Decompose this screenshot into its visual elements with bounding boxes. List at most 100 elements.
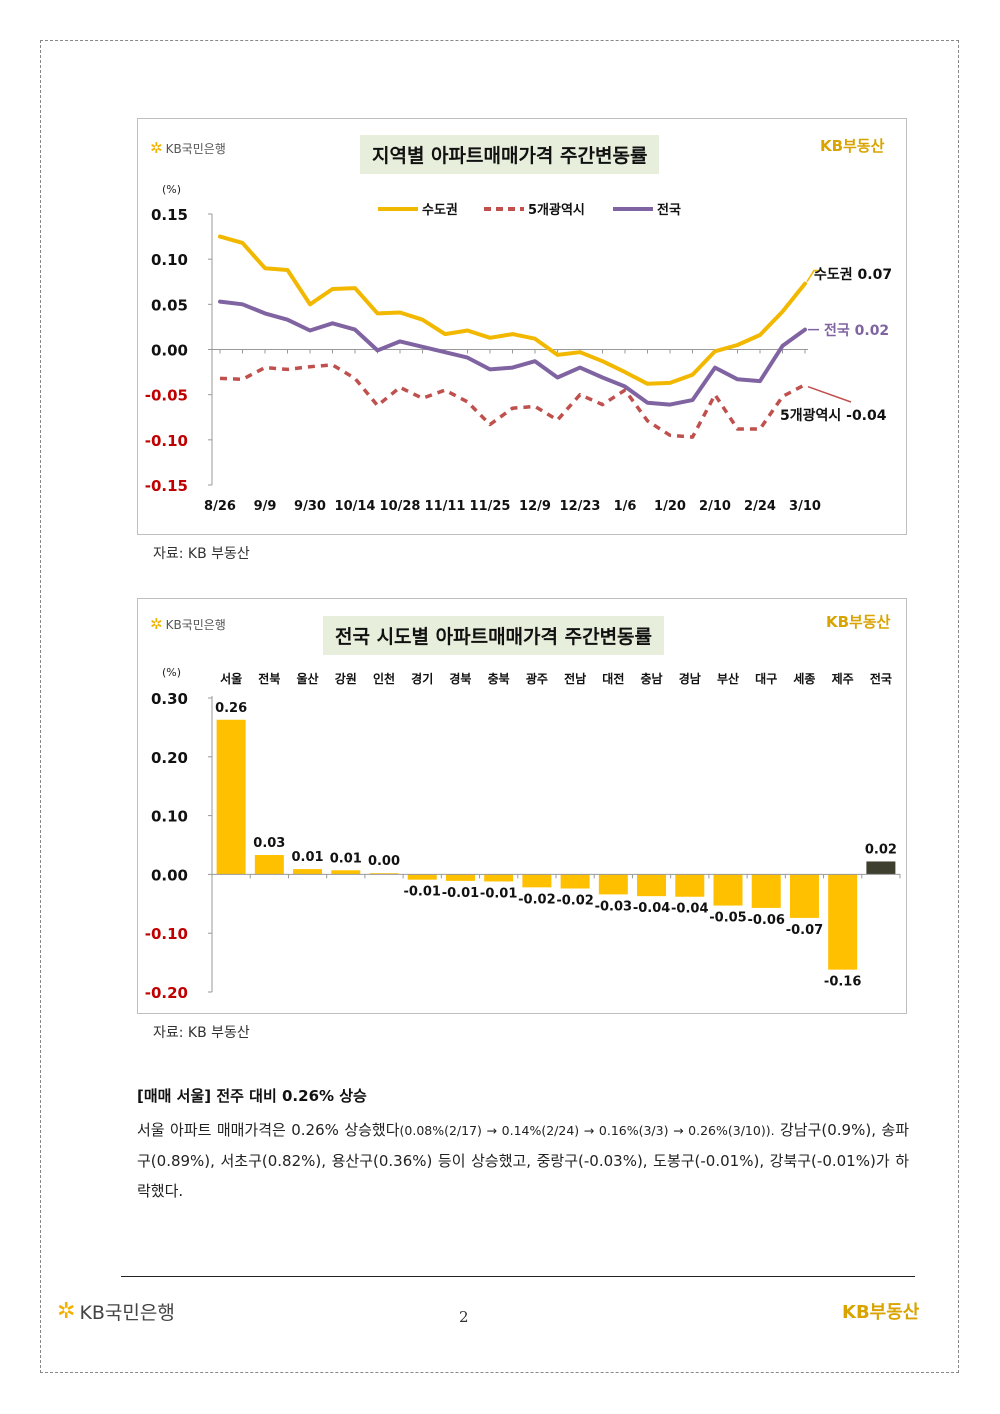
value-label: -0.02 [556,894,593,909]
x-tick-label: 12/9 [519,499,551,514]
bar-전남 [560,874,590,889]
value-label: -0.16 [824,975,861,990]
bar-대전 [598,874,628,895]
value-label: 0.26 [215,701,247,716]
category-label: 부산 [717,671,739,686]
end-label-metro5: 5개광역시 -0.04 [780,407,887,424]
bar-경북 [445,874,475,881]
y-tick-label: 0.00 [151,866,188,884]
y-tick-label: 0.00 [151,342,188,360]
value-label: 0.01 [330,851,362,866]
chart-title: 지역별 아파트매매가격 주간변동률 [360,135,660,174]
x-tick-label: 10/28 [380,499,421,514]
x-tick-label: 10/14 [335,499,376,514]
line-chart-canvas: (%) 0.15 0.10 0.05 0.00 -0.05 -0.10 -0.15 8/26 9/… [145,183,892,514]
kb-star-icon: ✲ [150,615,163,633]
kb-star-icon: ✲ [57,1299,76,1324]
value-label: -0.02 [518,892,555,907]
section-body: 서울 아파트 매매가격은 0.26% 상승했다(0.08%(2/17) → 0.… [137,1115,909,1206]
category-label: 세종 [793,671,815,686]
x-tick-label: 1/20 [654,499,686,514]
x-tick-label: 11/11 [425,499,466,514]
y-tick-label: 0.05 [151,296,188,314]
end-label-national: 전국 0.02 [824,322,889,339]
category-label: 전국 [870,671,892,686]
category-label: 대전 [602,671,624,686]
x-tick-label: 9/30 [294,499,326,514]
category-label: 경기 [411,671,433,686]
x-tick-label: 9/9 [254,499,277,514]
bar-경남 [675,874,705,897]
bar-충남 [637,874,667,897]
category-label: 충남 [641,671,663,686]
page-number: 2 [459,1308,469,1326]
series-line-metro5 [219,363,806,439]
bar-부산 [713,874,743,906]
bar-경기 [407,874,437,880]
y-tick-label: -0.15 [145,477,188,495]
bar-제주 [828,874,858,970]
bar-chart-canvas: (%) 0.30 0.20 0.10 0.00 -0.10 -0.20 서울 0.26 전북 0.0… [145,666,901,1002]
chart2-source: 자료: KB 부동산 [153,1025,250,1041]
value-label: 0.02 [865,842,897,857]
category-label: 인천 [373,671,395,686]
category-label: 경남 [679,671,701,686]
body-text-main: 서울 아파트 매매가격은 0.26% 상승했다 [137,1121,400,1139]
chart-title: 전국 시도별 아파트매매가격 주간변동률 [323,616,665,655]
bar-전국 [866,861,896,875]
bar-대구 [751,874,781,908]
y-tick-label: -0.05 [145,387,188,405]
section-heading: [매매 서울] 전주 대비 0.26% 상승 [137,1087,367,1105]
category-label: 충북 [488,671,510,686]
y-axis-unit: (%) [162,666,181,679]
chart1-source: 자료: KB 부동산 [153,546,250,562]
bar-서울 [216,719,246,875]
category-label: 전북 [258,671,280,686]
body-text-districts: 강남구(0.9%), 송파구(0.89%), 서초구(0.82%), 용산구(0… [137,1121,909,1200]
x-tick-label: 8/26 [204,499,236,514]
value-label: -0.04 [633,901,670,916]
bar-인천 [369,873,399,875]
y-tick-label: -0.20 [145,984,188,1002]
y-tick-label: 0.10 [151,251,188,269]
category-label: 전남 [564,671,586,686]
bar-세종 [789,874,819,918]
kb-star-icon: ✲ [150,139,163,157]
footer-divider [121,1276,915,1277]
legend-label: 수도권 [422,203,458,218]
category-label: 강원 [335,672,357,686]
legend-label: 5개광역시 [528,202,585,218]
value-label: 0.03 [253,836,285,851]
value-label: -0.04 [671,902,708,917]
kb-realestate-logo: KB부동산 [820,137,885,155]
y-axis-unit: (%) [162,183,181,196]
y-tick-label: 0.10 [151,808,188,826]
category-label: 광주 [526,671,548,686]
value-label: -0.01 [480,886,517,901]
page-border [40,40,959,1373]
value-label: 0.01 [292,850,324,865]
category-label: 대구 [755,672,777,686]
bar-강원 [331,870,361,875]
value-label: -0.07 [786,923,823,938]
kb-realestate-logo: KB부동산 [826,613,891,631]
y-tick-label: -0.10 [145,925,188,943]
leader-line-metro5 [807,386,852,403]
x-tick-label: 3/10 [789,499,821,514]
value-label: -0.01 [403,885,440,900]
category-label: 경북 [449,672,471,686]
value-label: -0.03 [595,899,632,914]
bar-충북 [484,874,514,882]
footer-kb-bank-logo: ✲ KB국민은행 [57,1298,175,1325]
bar-울산 [293,869,323,875]
footer-kb-realestate-logo: KB부동산 [842,1302,920,1323]
weekly-change-by-province-chart: ✲ KB국민은행 KB부동산 전국 시도별 아파트매매가격 주간변동률 (%) 0… [137,598,907,1014]
kb-bank-logo-text: KB국민은행 [165,617,226,632]
y-tick-label: 0.30 [151,690,188,708]
y-tick-label: 0.20 [151,749,188,767]
leader-line-sudogwon [806,269,819,282]
y-tick-label: 0.15 [151,206,188,224]
series-line-sudogwon [218,234,807,386]
kb-bank-logo-text: KB국민은행 [165,141,226,156]
x-tick-label: 12/23 [560,499,601,514]
